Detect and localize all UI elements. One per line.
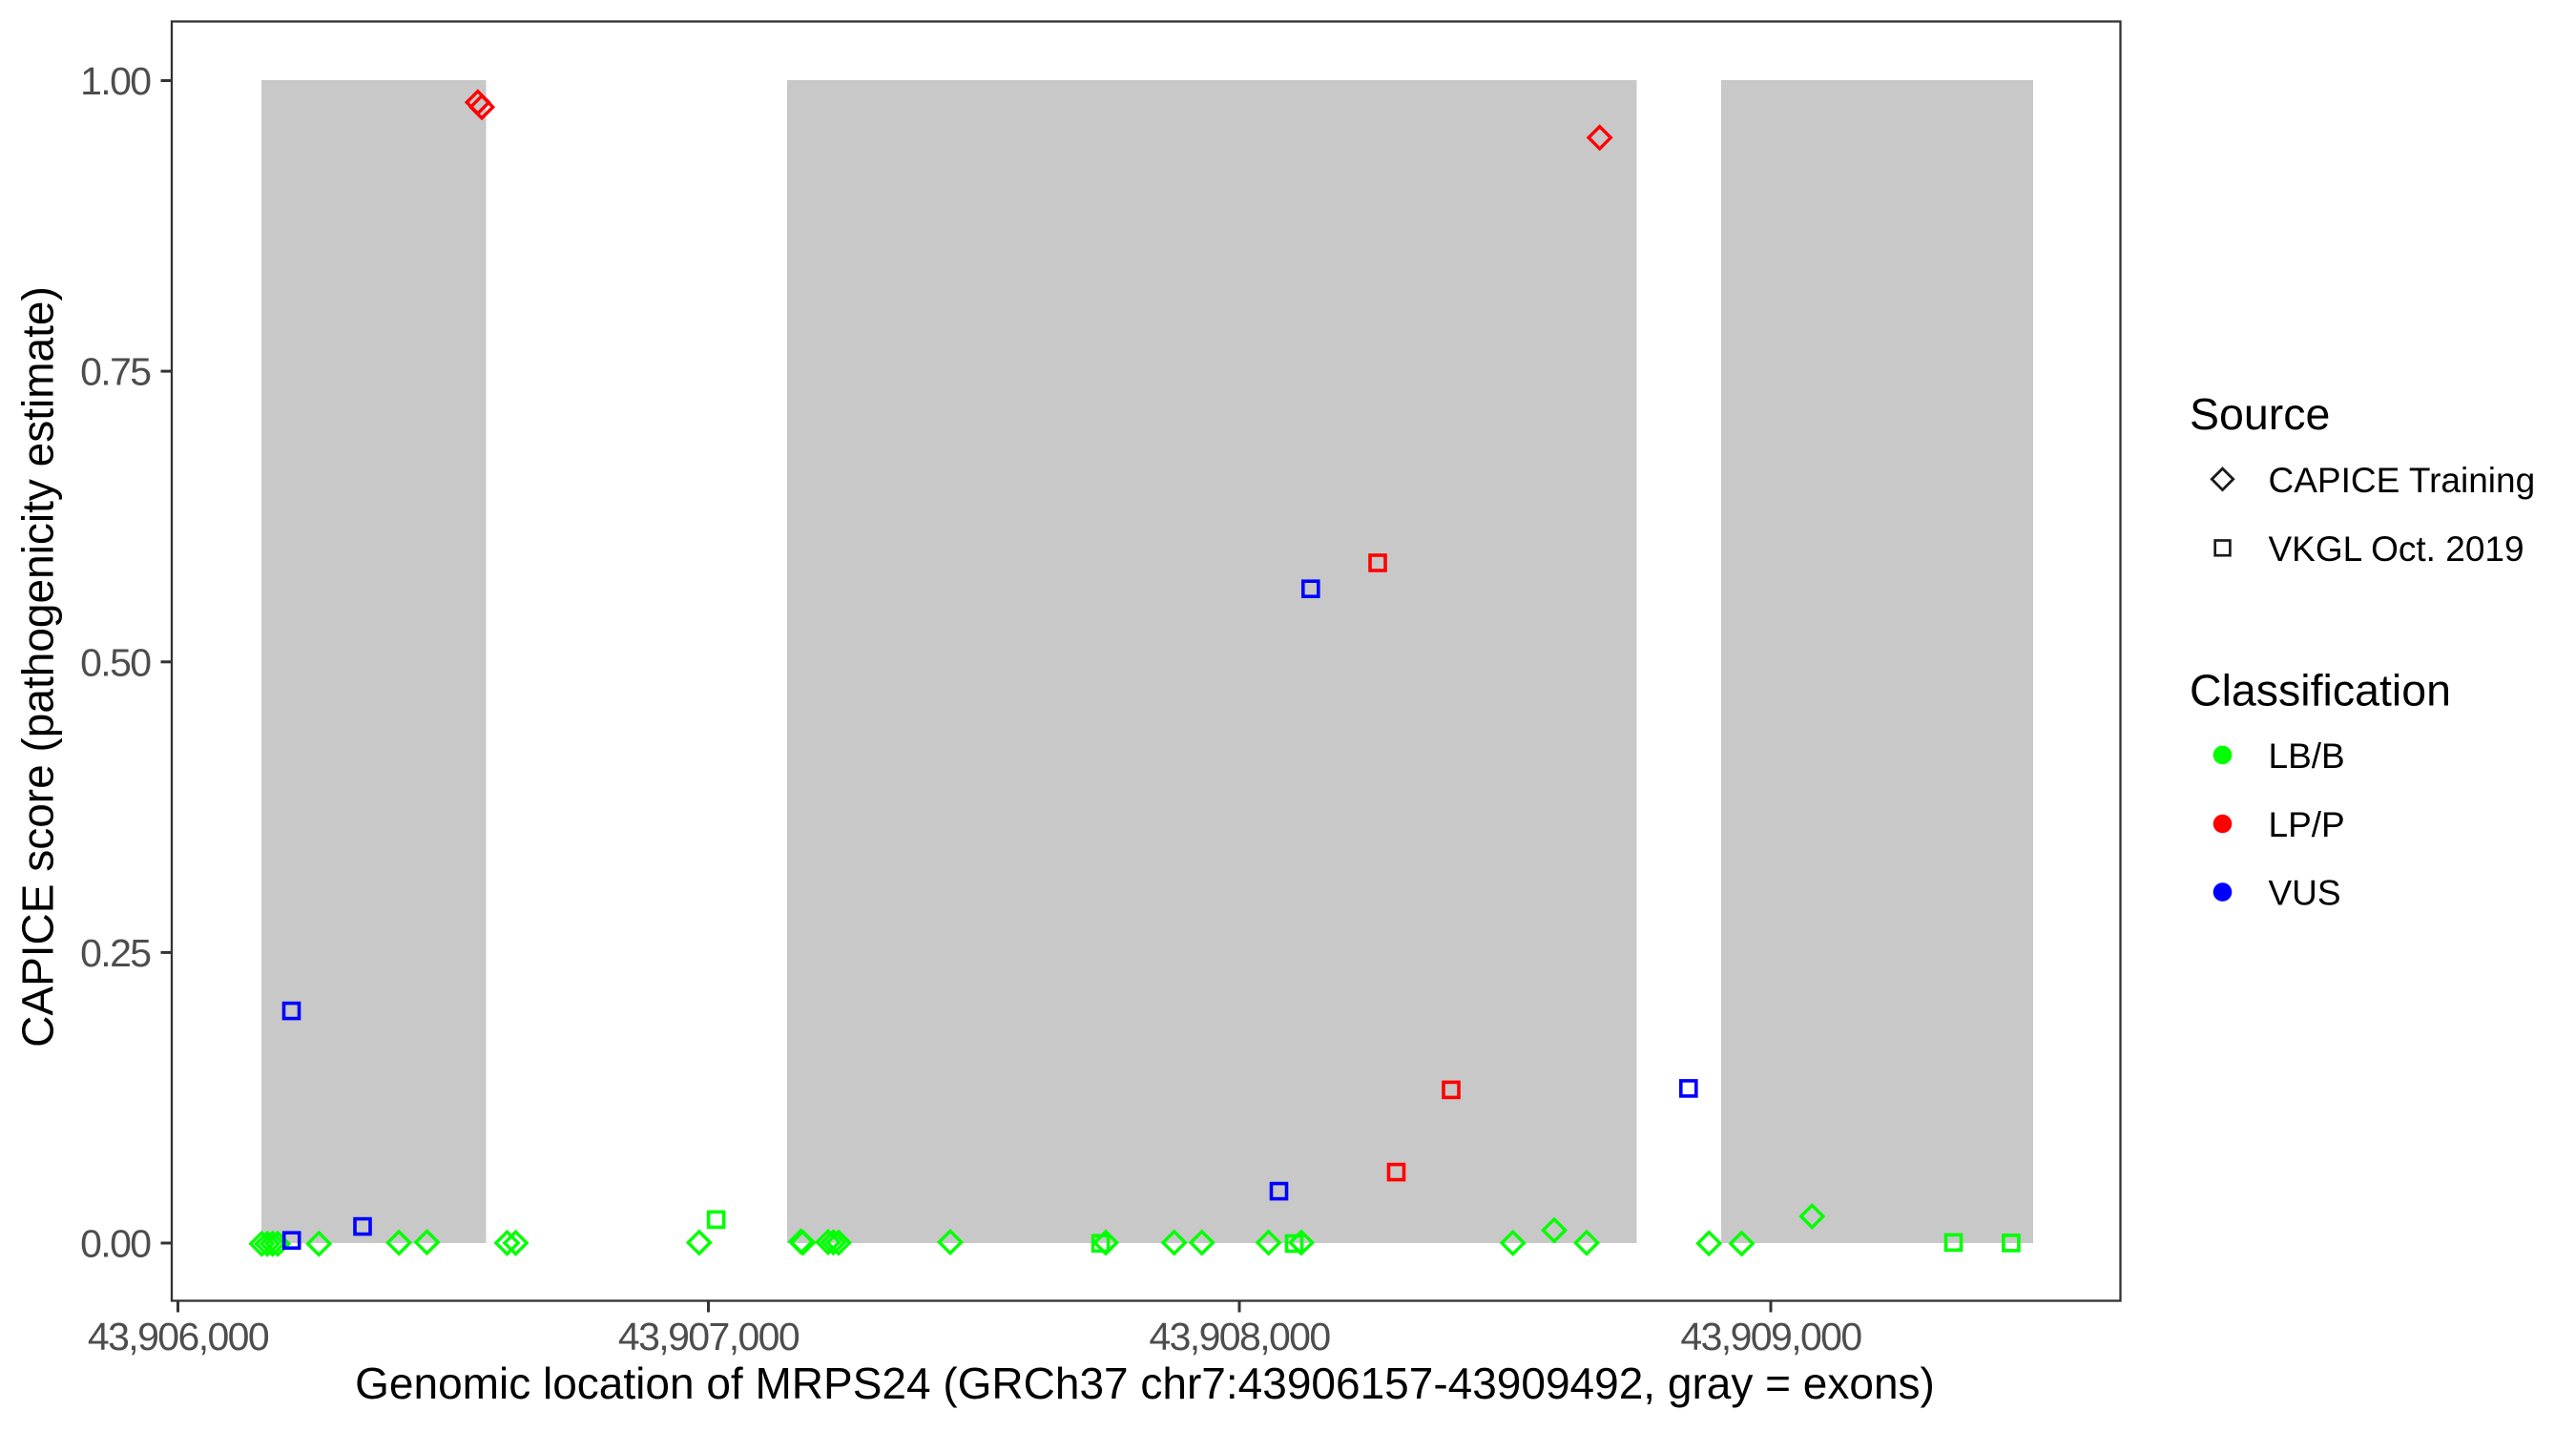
svg-text:Genomic location of MRPS24 (GR: Genomic location of MRPS24 (GRCh37 chr7:… <box>355 1358 1935 1408</box>
svg-text:Source: Source <box>2190 389 2330 439</box>
svg-text:0.75: 0.75 <box>80 350 151 394</box>
svg-text:VKGL Oct. 2019: VKGL Oct. 2019 <box>2269 529 2524 569</box>
svg-text:43,909,000: 43,909,000 <box>1680 1315 1861 1358</box>
svg-text:0.25: 0.25 <box>80 931 151 975</box>
svg-text:CAPICE Training: CAPICE Training <box>2269 461 2536 500</box>
svg-text:Classification: Classification <box>2190 666 2451 716</box>
svg-text:LB/B: LB/B <box>2269 736 2345 776</box>
svg-text:CAPICE score (pathogenicity es: CAPICE score (pathogenicity estimate) <box>13 286 63 1047</box>
svg-text:43,906,000: 43,906,000 <box>88 1315 269 1358</box>
svg-text:0.50: 0.50 <box>80 640 151 684</box>
svg-text:43,908,000: 43,908,000 <box>1149 1315 1330 1358</box>
svg-text:0.00: 0.00 <box>80 1222 151 1266</box>
svg-text:1.00: 1.00 <box>80 59 151 103</box>
svg-text:43,907,000: 43,907,000 <box>618 1315 800 1358</box>
svg-text:VUS: VUS <box>2269 874 2341 913</box>
svg-text:LP/P: LP/P <box>2269 805 2345 844</box>
